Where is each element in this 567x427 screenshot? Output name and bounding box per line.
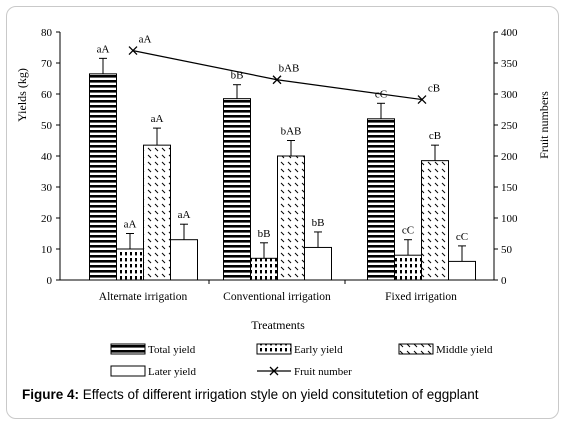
fruit-number-point (128, 46, 138, 56)
y-tick-label: 80 (41, 27, 53, 39)
bar (304, 246, 332, 281)
legend-label: Total yield (148, 344, 196, 356)
bar-significance-label: cC (402, 225, 414, 237)
bar-significance-label: bB (312, 217, 325, 229)
bar (250, 257, 278, 281)
x-category-label: Alternate irrigation (99, 291, 188, 303)
legend-swatch (110, 343, 146, 355)
x-axis-title: Treatments (251, 318, 305, 332)
figure-caption: Figure 4: Effects of different irrigatio… (22, 387, 552, 402)
y-tick-label: 30 (41, 182, 53, 194)
bar (448, 260, 476, 281)
y2-tick-label: 50 (501, 244, 513, 256)
bar-significance-label: cB (429, 130, 441, 142)
y-tick-label: 60 (41, 89, 53, 101)
bar-significance-label: cC (456, 231, 468, 243)
y2-axis-title: Fruit numbers (537, 91, 551, 159)
y-axis-title: Yields (kg) (15, 68, 29, 122)
y-tick-label: 0 (47, 275, 53, 287)
legend-swatch (256, 343, 292, 355)
legend: Total yield Early yield Middle yield Later … (110, 343, 493, 378)
y2-tick-label: 150 (501, 182, 518, 194)
bar (421, 160, 449, 281)
bar (143, 144, 171, 281)
y-tick-label: 40 (41, 151, 53, 163)
bar (170, 239, 198, 281)
legend-label: Later yield (148, 366, 196, 378)
y2-tick-label: 200 (501, 151, 518, 163)
bar-significance-label: aA (178, 209, 191, 221)
y-tick-label: 50 (41, 120, 53, 132)
bar (367, 118, 395, 281)
fruit-number-label: bAB (279, 63, 300, 75)
bar (277, 155, 305, 281)
legend-marker (269, 366, 279, 376)
bar-significance-label: aA (124, 219, 137, 231)
bar (89, 73, 117, 281)
fruit-number-point (272, 75, 282, 85)
y-tick-label: 20 (41, 213, 53, 225)
bar-significance-label: bB (258, 228, 271, 240)
bar (394, 254, 422, 281)
y2-tick-label: 400 (501, 27, 518, 39)
y2-tick-label: 100 (501, 213, 518, 225)
bar (116, 248, 144, 281)
y-tick-label: 10 (41, 244, 53, 256)
bar-significance-label: aA (151, 113, 164, 125)
legend-label: Early yield (294, 344, 343, 356)
bar-significance-label: bAB (281, 126, 302, 138)
x-category-label: Conventional irrigation (223, 291, 331, 303)
legend-label: Middle yield (436, 344, 493, 356)
legend-swatch (398, 343, 434, 355)
bar (223, 98, 251, 281)
y2-tick-label: 250 (501, 120, 518, 132)
x-category-label: Fixed irrigation (385, 291, 457, 303)
fruit-number-point (417, 95, 427, 105)
figure-caption-text: Effects of different irrigation style on… (82, 387, 479, 402)
legend-label: Fruit number (294, 366, 352, 378)
fruit-number-label: aA (139, 34, 152, 46)
figure-caption-label: Figure 4: (22, 387, 80, 402)
y2-tick-label: 300 (501, 89, 518, 101)
legend-swatch (110, 365, 146, 377)
y2-tick-label: 350 (501, 58, 518, 70)
y-tick-label: 70 (41, 58, 53, 70)
fruit-number-label: cB (428, 83, 440, 95)
bar-significance-label: aA (97, 43, 110, 55)
chart: 0 10 20 30 40 50 60 70 80 0 50 100 150 200 250 300 350 40… (15, 27, 551, 378)
y2-tick-label: 0 (501, 275, 507, 287)
